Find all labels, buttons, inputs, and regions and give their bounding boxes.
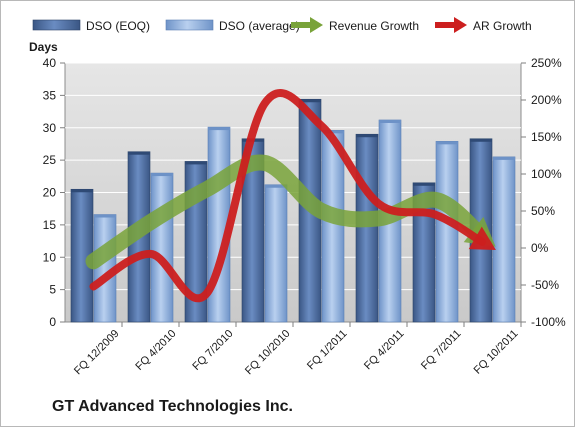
bar-cap-dso-average-8 — [493, 156, 515, 160]
bar-cap-dso-average-2 — [151, 173, 173, 177]
bar-dso-average-4 — [264, 184, 288, 323]
x-tick-label: FQ 10/2011 — [472, 328, 521, 377]
bar-cap-dso-average-5 — [322, 130, 344, 134]
legend-item-ar-growth: AR Growth — [435, 17, 532, 33]
bar-cap-dso-average-6 — [379, 119, 401, 123]
legend-item-dso-eoq-: DSO (EOQ) — [32, 19, 150, 33]
company-title: GT Advanced Technologies Inc. — [52, 398, 293, 415]
y-left-tick-label: 5 — [49, 283, 56, 297]
legend-item-revenue-growth: Revenue Growth — [291, 17, 419, 33]
x-tick-label: FQ 10/2010 — [243, 328, 293, 378]
y-right-tick-label: 200% — [531, 93, 562, 107]
legend-arrowhead-ar-growth — [454, 17, 467, 33]
bar-cap-dso-average-1 — [94, 214, 116, 218]
line-ar-growth — [89, 89, 487, 303]
bar-dso-average-8 — [492, 156, 516, 323]
y-left-tick-label: 40 — [43, 56, 57, 70]
bar-dso-eoq-6 — [355, 133, 379, 323]
bar-cap-dso-eoq-6 — [356, 134, 378, 138]
bar-cap-dso-eoq-5 — [299, 99, 321, 103]
bar-cap-dso-average-3 — [208, 127, 230, 131]
bar-cap-dso-eoq-3 — [185, 161, 207, 165]
legend-label-dso-average-: DSO (average) — [219, 19, 300, 33]
y-left-tick-label: 10 — [43, 250, 57, 264]
line-revenue-growth — [85, 154, 490, 270]
x-tick-label: FQ 7/2010 — [190, 328, 235, 373]
legend: DSO (EOQ) DSO (average) Revenue Growth AR G… — [32, 17, 532, 33]
y-left-tick-label: 30 — [43, 121, 57, 135]
legend-swatch-dso-eoq- — [32, 19, 81, 31]
bar-dso-average-7 — [435, 141, 459, 323]
y-right-tick-label: 100% — [531, 167, 562, 181]
x-tick-label: FQ 1/2011 — [305, 328, 350, 373]
y-right-tick-label: 250% — [531, 56, 562, 70]
bar-cap-dso-average-4 — [265, 184, 287, 188]
x-tick-label: FQ 7/2011 — [419, 328, 464, 373]
legend-label-ar-growth: AR Growth — [473, 19, 532, 33]
y-left-tick-label: 15 — [43, 218, 57, 232]
y-left-axis-label: Days — [29, 40, 58, 54]
y-right-tick-label: -100% — [531, 315, 566, 329]
y-left-tick-label: 20 — [43, 186, 57, 200]
x-tick-label: FQ 12/2009 — [72, 328, 122, 378]
bar-cap-dso-eoq-7 — [413, 182, 435, 186]
bar-cap-dso-eoq-2 — [128, 151, 150, 155]
bar-cap-dso-eoq-8 — [470, 138, 492, 142]
legend-swatch-dso-average- — [165, 19, 214, 31]
legend-arrowhead-revenue-growth — [310, 17, 323, 33]
y-right-tick-label: 50% — [531, 204, 555, 218]
y-right-tick-label: 0% — [531, 241, 549, 255]
bar-cap-dso-eoq-1 — [71, 189, 93, 193]
y-left-tick-label: 0 — [49, 315, 56, 329]
y-left-tick-label: 25 — [43, 153, 57, 167]
bar-cap-dso-average-7 — [436, 141, 458, 145]
y-right-tick-label: 150% — [531, 130, 562, 144]
x-tick-label: FQ 4/2010 — [133, 328, 178, 373]
legend-label-dso-eoq-: DSO (EOQ) — [86, 19, 150, 33]
legend-item-dso-average-: DSO (average) — [165, 19, 300, 33]
arrowhead-ar-growth — [468, 226, 496, 251]
legend-label-revenue-growth: Revenue Growth — [329, 19, 419, 33]
y-right-tick-label: -50% — [531, 278, 559, 292]
bar-dso-average-2 — [150, 172, 174, 323]
y-left-tick-label: 35 — [43, 88, 57, 102]
x-tick-label: FQ 4/2011 — [362, 328, 407, 373]
bar-dso-average-5 — [321, 130, 345, 323]
